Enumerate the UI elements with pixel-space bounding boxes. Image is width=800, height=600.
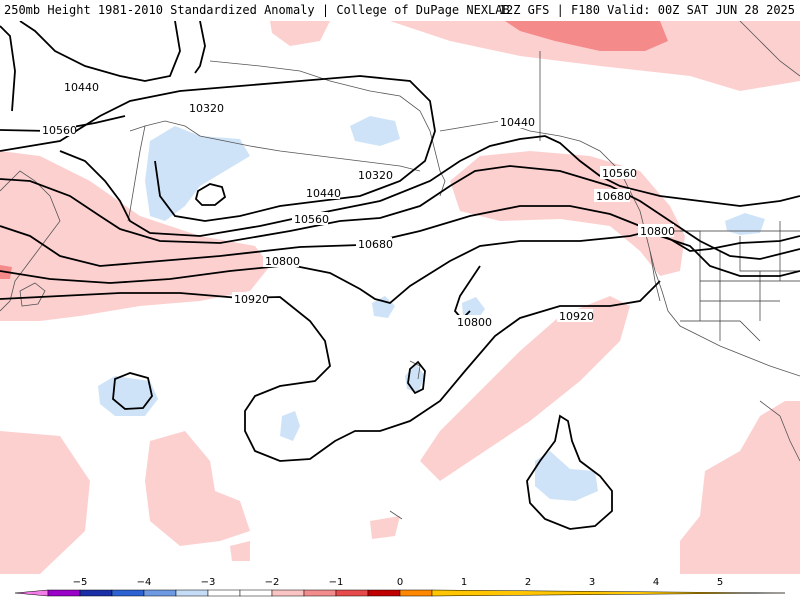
colorbar-arrow-right bbox=[431, 589, 786, 597]
colorbar-tick-labels: −5 −4 −3 −2 −1 0 1 2 3 4 5 bbox=[73, 577, 724, 588]
colorbar-tick-label: −5 bbox=[73, 577, 88, 588]
political-borders bbox=[539, 51, 800, 342]
colorbar-tick-label: 4 bbox=[653, 577, 659, 588]
colorbar-segment bbox=[335, 589, 369, 597]
contour-label: 10800 bbox=[265, 255, 300, 268]
colorbar-arrow-left bbox=[14, 589, 49, 597]
colorbar-tick-label: 0 bbox=[397, 577, 403, 588]
contour-label: 10800 bbox=[640, 225, 675, 238]
contour-label: 10920 bbox=[234, 293, 269, 306]
colorbar-segments bbox=[14, 589, 786, 597]
colorbar-tick-label: −1 bbox=[329, 577, 344, 588]
colorbar-segment bbox=[47, 589, 81, 597]
colorbar-tick-label: 3 bbox=[589, 577, 595, 588]
colorbar-segment bbox=[239, 589, 273, 597]
contour-label: 10560 bbox=[294, 213, 329, 226]
contour-label: 10440 bbox=[500, 116, 535, 129]
header-bar: 250mb Height 1981-2010 Standardized Anom… bbox=[0, 0, 800, 20]
colorbar-tick-label: −3 bbox=[201, 577, 216, 588]
anomaly-map: 10440 10320 10560 10320 10440 10560 1068… bbox=[0, 21, 800, 574]
contour-label: 10560 bbox=[42, 124, 77, 137]
colorbar-tick-label: −2 bbox=[265, 577, 280, 588]
colorbar-segment bbox=[207, 589, 241, 597]
colorbar-tick-label: 5 bbox=[717, 577, 723, 588]
anomaly-colorbar: −5 −4 −3 −2 −1 0 1 2 3 4 5 bbox=[14, 577, 786, 597]
map-title: 250mb Height 1981-2010 Standardized Anom… bbox=[4, 3, 510, 17]
colorbar-segment bbox=[79, 589, 113, 597]
contour-label: 10320 bbox=[358, 169, 393, 182]
negative-anomaly-shading bbox=[98, 116, 765, 501]
positive-anomaly-shading bbox=[0, 21, 800, 574]
contour-label: 10680 bbox=[596, 190, 631, 203]
contour-label: 10440 bbox=[64, 81, 99, 94]
colorbar-segment bbox=[175, 589, 209, 597]
colorbar-segment bbox=[399, 589, 433, 597]
colorbar-tick-label: 2 bbox=[525, 577, 531, 588]
height-contours bbox=[0, 21, 800, 530]
colorbar-segment bbox=[143, 589, 177, 597]
contour-label: 10800 bbox=[457, 316, 492, 329]
colorbar-tick-label: −4 bbox=[137, 577, 152, 588]
colorbar-segment bbox=[111, 589, 145, 597]
colorbar-tick-label: 1 bbox=[461, 577, 467, 588]
colorbar-segment bbox=[271, 589, 305, 597]
valid-time-label: 12Z GFS | F180 Valid: 00Z SAT JUN 28 202… bbox=[498, 3, 795, 17]
colorbar-segment bbox=[367, 589, 401, 597]
contour-label: 10440 bbox=[306, 187, 341, 200]
contour-label: 10920 bbox=[559, 310, 594, 323]
colorbar-segment bbox=[303, 589, 337, 597]
contour-labels: 10440 10320 10560 10320 10440 10560 1068… bbox=[40, 80, 675, 329]
contour-label: 10320 bbox=[189, 102, 224, 115]
contour-label: 10560 bbox=[602, 167, 637, 180]
contour-label: 10680 bbox=[358, 238, 393, 251]
